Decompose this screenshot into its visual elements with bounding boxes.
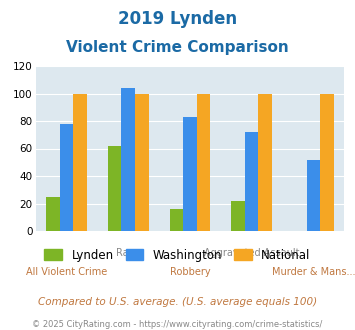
Bar (135, 93, 148, 231)
Text: All Violent Crime: All Violent Crime (26, 267, 107, 277)
Bar (170, 209, 183, 231)
Bar (258, 93, 272, 231)
Text: Rape: Rape (116, 248, 141, 257)
Bar (73, 93, 87, 231)
Bar (307, 159, 320, 231)
Bar (320, 93, 334, 231)
Bar (231, 201, 245, 231)
Text: Violent Crime Comparison: Violent Crime Comparison (66, 40, 289, 54)
Bar (245, 132, 258, 231)
Text: Robbery: Robbery (170, 267, 210, 277)
Text: Compared to U.S. average. (U.S. average equals 100): Compared to U.S. average. (U.S. average … (38, 297, 317, 307)
Text: © 2025 CityRating.com - https://www.cityrating.com/crime-statistics/: © 2025 CityRating.com - https://www.city… (32, 320, 323, 329)
Text: Murder & Mans...: Murder & Mans... (272, 267, 355, 277)
Text: Aggravated Assault: Aggravated Assault (204, 248, 300, 257)
Bar (183, 117, 197, 231)
Text: 2019 Lynden: 2019 Lynden (118, 10, 237, 28)
Legend: Lynden, Washington, National: Lynden, Washington, National (40, 244, 315, 266)
Bar (108, 146, 121, 231)
Bar (46, 197, 60, 231)
Bar (197, 93, 210, 231)
Bar (121, 88, 135, 231)
Bar (60, 124, 73, 231)
